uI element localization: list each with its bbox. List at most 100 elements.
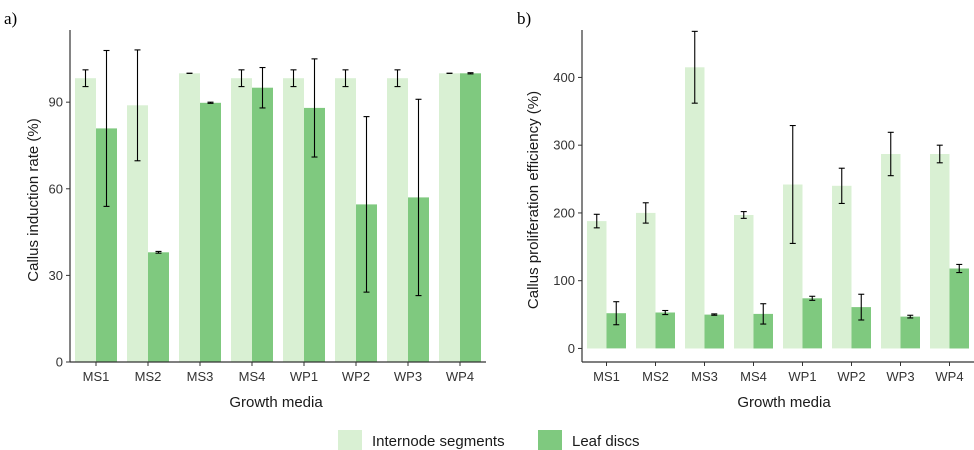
error-bar-wp2-leaf <box>363 116 370 293</box>
bar-wp4-leaf <box>949 268 969 349</box>
error-bar-wp1-internode <box>290 69 297 88</box>
chart-panel-b: b) MS1 MS2 MS3 MS4 WP1 WP2 WP3 WP4 0 100 200 300 400… <box>517 9 974 411</box>
axes-layer-b: MS1 MS2 MS3 MS4 WP1 WP2 WP3 WP4 0 100 200 300 400 <box>553 30 974 384</box>
x-tick-label-ms2: MS2 <box>642 369 669 384</box>
error-bars-layer-b <box>593 30 963 326</box>
error-bar-ms2-leaf <box>155 250 162 254</box>
bar-wp4-leaf <box>460 73 481 363</box>
error-bar-wp4-leaf <box>467 72 474 75</box>
x-tick-label-wp4: WP4 <box>446 369 474 384</box>
legend-swatch-leaf <box>538 430 562 450</box>
bar-ms3-leaf <box>200 102 221 363</box>
error-bar-wp3-leaf <box>415 98 422 297</box>
bar-ms3-internode <box>179 73 200 363</box>
bar-ms4-leaf <box>252 87 273 362</box>
axes-layer-a: MS1 MS2 MS3 MS4 WP1 WP2 WP3 WP4 0 30 60 90 <box>49 30 486 384</box>
bar-wp1-internode <box>783 184 803 349</box>
y-tick-label-30: 30 <box>49 268 63 283</box>
bar-ms4-internode <box>734 215 754 349</box>
x-tick-label-wp1: WP1 <box>788 369 816 384</box>
error-bar-ms4-leaf <box>259 66 266 109</box>
bar-ms2-leaf <box>655 312 675 349</box>
bar-ms3-internode <box>685 67 705 349</box>
y-tick-label-200: 200 <box>553 205 575 220</box>
y-tick-label-0: 0 <box>568 341 575 356</box>
error-bar-ms3-internode <box>691 30 698 104</box>
y-axis-title-a: Callus induction rate (%) <box>25 118 42 281</box>
error-bar-wp2-leaf <box>858 293 865 321</box>
error-bar-ms4-internode <box>740 211 747 219</box>
error-bar-ms2-leaf <box>662 309 669 316</box>
panel-label-a: a) <box>4 9 17 28</box>
bar-ms2-leaf <box>148 252 169 362</box>
error-bar-ms4-leaf <box>760 303 767 325</box>
y-tick-label-0: 0 <box>56 355 63 370</box>
x-axis-title-b: Growth media <box>737 394 831 411</box>
legend-label-internode: Internode segments <box>372 433 505 450</box>
error-bar-wp3-internode <box>887 131 894 177</box>
error-bar-wp1-leaf <box>311 58 318 158</box>
bar-wp4-internode <box>439 73 460 363</box>
error-bar-ms1-leaf <box>613 301 620 326</box>
bar-ms1-leaf <box>606 313 626 349</box>
x-tick-label-ms1: MS1 <box>83 369 110 384</box>
error-bar-wp4-internode <box>936 144 943 164</box>
y-tick-label-400: 400 <box>553 70 575 85</box>
error-bar-wp1-internode <box>789 124 796 244</box>
error-bar-ms1-leaf <box>103 49 110 207</box>
x-tick-label-wp3: WP3 <box>886 369 914 384</box>
legend: Internode segments Leaf discs <box>338 430 640 450</box>
panel-label-b: b) <box>517 9 531 28</box>
error-bar-ms3-leaf <box>207 101 214 104</box>
y-tick-label-100: 100 <box>553 273 575 288</box>
y-tick-label-90: 90 <box>49 95 63 110</box>
bar-ms4-internode <box>231 78 252 362</box>
x-tick-label-ms3: MS3 <box>187 369 214 384</box>
bar-ms2-internode <box>127 105 148 363</box>
bar-ms1-internode <box>587 221 607 349</box>
x-tick-label-wp2: WP2 <box>342 369 370 384</box>
error-bar-wp2-internode <box>342 69 349 88</box>
bars-layer-a <box>75 73 481 363</box>
error-bar-ms3-leaf <box>711 313 718 316</box>
chart-panel-a: a) MS1 MS2 MS3 MS4 WP1 WP2 WP3 WP4 0 30 60 90 Growt… <box>4 9 486 411</box>
bar-wp4-internode <box>930 154 950 349</box>
x-tick-label-ms2: MS2 <box>135 369 162 384</box>
error-bar-ms4-internode <box>238 69 245 88</box>
legend-label-leaf: Leaf discs <box>572 433 640 450</box>
bar-ms4-leaf <box>753 313 773 349</box>
bar-wp2-leaf <box>851 307 871 349</box>
bar-wp2-internode <box>832 185 852 349</box>
bar-wp2-internode <box>335 78 356 362</box>
bar-wp1-leaf <box>304 107 325 363</box>
x-tick-label-ms4: MS4 <box>239 369 266 384</box>
x-tick-label-ms1: MS1 <box>593 369 620 384</box>
bar-ms2-internode <box>636 212 656 349</box>
bar-wp3-leaf <box>900 316 920 349</box>
error-bar-ms2-internode <box>642 202 649 224</box>
x-axis-title-a: Growth media <box>229 394 323 411</box>
error-bar-wp1-leaf <box>809 295 816 301</box>
y-tick-label-300: 300 <box>553 138 575 153</box>
bar-wp1-leaf <box>802 298 822 349</box>
error-bar-ms2-internode <box>134 49 141 162</box>
bar-wp3-internode <box>881 154 901 349</box>
bar-wp3-internode <box>387 78 408 362</box>
x-tick-label-wp1: WP1 <box>290 369 318 384</box>
error-bar-ms1-internode <box>593 213 600 229</box>
x-tick-label-wp2: WP2 <box>837 369 865 384</box>
bar-ms3-leaf <box>704 314 724 349</box>
error-bar-wp3-internode <box>394 69 401 88</box>
legend-swatch-internode <box>338 430 362 450</box>
error-bar-wp4-leaf <box>956 263 963 274</box>
x-tick-label-ms3: MS3 <box>691 369 718 384</box>
x-tick-label-ms4: MS4 <box>740 369 767 384</box>
error-bar-ms1-internode <box>82 69 89 88</box>
bars-layer-b <box>587 67 969 349</box>
error-bar-wp3-leaf <box>907 314 914 319</box>
y-axis-title-b: Callus proliferation efficiency (%) <box>525 91 542 309</box>
bar-wp1-internode <box>283 78 304 362</box>
error-bar-wp2-internode <box>838 167 845 205</box>
error-bars-layer-a <box>82 49 474 297</box>
